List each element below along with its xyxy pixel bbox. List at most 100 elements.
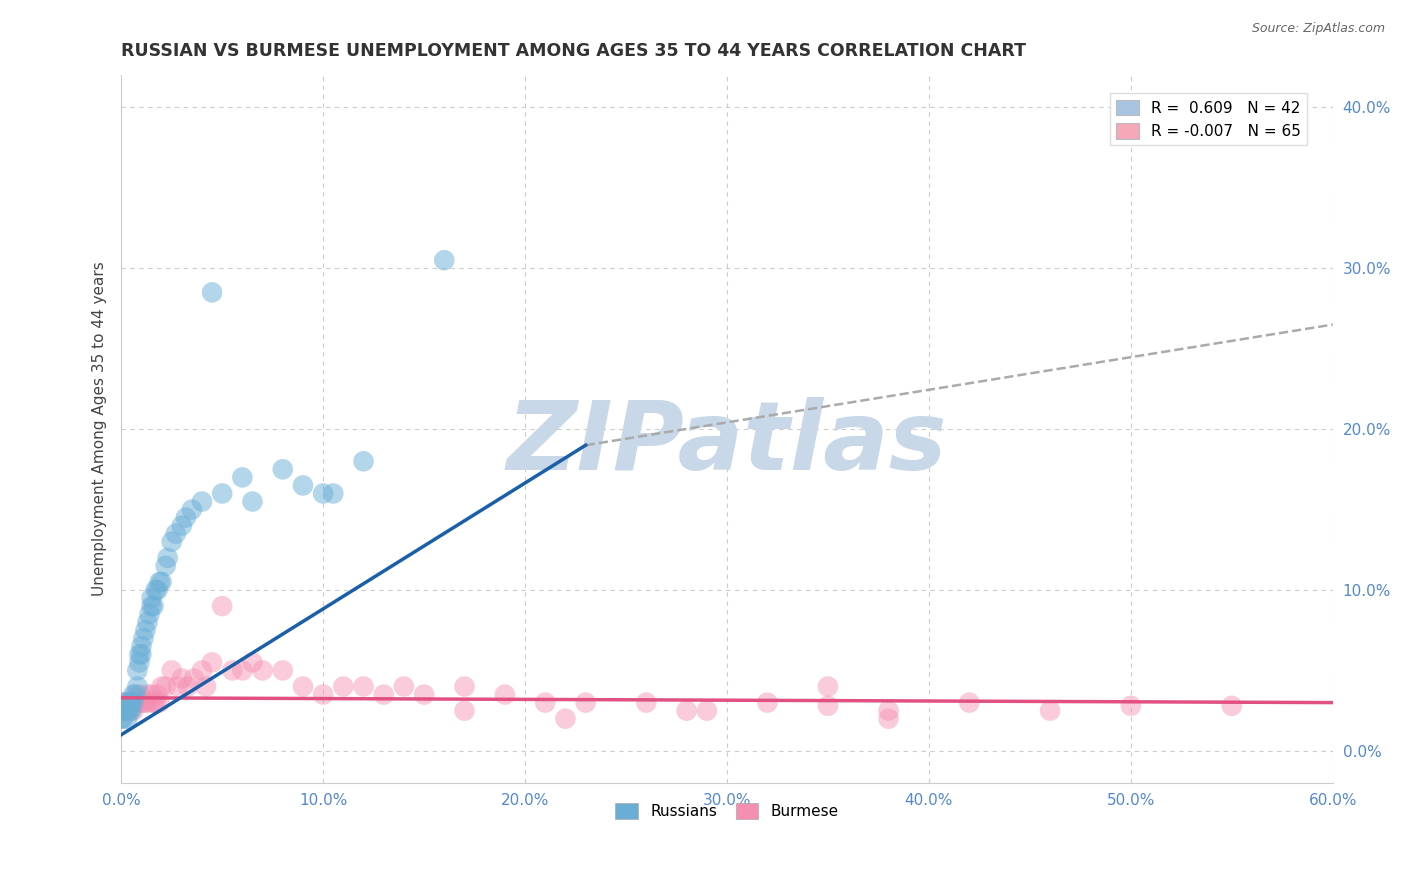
Point bbox=[756, 696, 779, 710]
Point bbox=[195, 680, 218, 694]
Point bbox=[122, 696, 145, 710]
Point bbox=[1220, 698, 1243, 713]
Point bbox=[575, 696, 598, 710]
Point bbox=[252, 664, 274, 678]
Point bbox=[132, 696, 155, 710]
Point bbox=[118, 704, 141, 718]
Point bbox=[1039, 704, 1062, 718]
Point bbox=[134, 624, 156, 638]
Point bbox=[170, 672, 193, 686]
Point bbox=[353, 454, 375, 468]
Point bbox=[636, 696, 658, 710]
Point bbox=[117, 704, 139, 718]
Point bbox=[166, 680, 188, 694]
Point bbox=[180, 502, 202, 516]
Point bbox=[332, 680, 354, 694]
Point bbox=[136, 688, 159, 702]
Point bbox=[145, 582, 167, 597]
Point bbox=[127, 664, 149, 678]
Point bbox=[134, 696, 156, 710]
Point bbox=[453, 680, 475, 694]
Point bbox=[534, 696, 557, 710]
Point bbox=[170, 518, 193, 533]
Point bbox=[117, 698, 139, 713]
Point bbox=[149, 696, 172, 710]
Point bbox=[312, 486, 335, 500]
Point bbox=[117, 712, 139, 726]
Point bbox=[114, 704, 136, 718]
Point bbox=[120, 704, 142, 718]
Point bbox=[231, 470, 253, 484]
Point bbox=[413, 688, 436, 702]
Point bbox=[149, 574, 172, 589]
Point bbox=[312, 688, 335, 702]
Point bbox=[110, 696, 132, 710]
Y-axis label: Unemployment Among Ages 35 to 44 years: Unemployment Among Ages 35 to 44 years bbox=[93, 261, 107, 597]
Point bbox=[136, 615, 159, 629]
Point bbox=[392, 680, 415, 694]
Point bbox=[118, 696, 141, 710]
Point bbox=[160, 664, 183, 678]
Point bbox=[373, 688, 395, 702]
Point bbox=[322, 486, 344, 500]
Point bbox=[877, 712, 900, 726]
Point bbox=[114, 696, 136, 710]
Point bbox=[877, 704, 900, 718]
Point bbox=[120, 696, 142, 710]
Point bbox=[271, 664, 294, 678]
Point bbox=[127, 680, 149, 694]
Text: Source: ZipAtlas.com: Source: ZipAtlas.com bbox=[1251, 22, 1385, 36]
Point bbox=[142, 599, 165, 613]
Point bbox=[141, 688, 163, 702]
Point bbox=[141, 591, 163, 605]
Point bbox=[112, 704, 135, 718]
Point bbox=[191, 494, 214, 508]
Point bbox=[494, 688, 516, 702]
Point bbox=[155, 558, 177, 573]
Text: ZIPatlas: ZIPatlas bbox=[506, 397, 948, 490]
Point bbox=[156, 550, 179, 565]
Point bbox=[221, 664, 243, 678]
Point bbox=[131, 640, 153, 654]
Point bbox=[141, 599, 163, 613]
Point bbox=[183, 672, 205, 686]
Point bbox=[817, 680, 839, 694]
Point bbox=[231, 664, 253, 678]
Point bbox=[145, 696, 167, 710]
Point bbox=[554, 712, 576, 726]
Point bbox=[118, 704, 141, 718]
Point bbox=[177, 680, 200, 694]
Point bbox=[124, 696, 146, 710]
Point bbox=[128, 656, 150, 670]
Point bbox=[124, 688, 146, 702]
Point bbox=[433, 253, 456, 268]
Point bbox=[155, 680, 177, 694]
Point bbox=[112, 712, 135, 726]
Point bbox=[165, 526, 187, 541]
Point bbox=[114, 696, 136, 710]
Point bbox=[150, 574, 173, 589]
Point bbox=[120, 696, 142, 710]
Point bbox=[696, 704, 718, 718]
Point bbox=[114, 704, 136, 718]
Point bbox=[146, 582, 169, 597]
Point bbox=[242, 494, 264, 508]
Point bbox=[131, 696, 153, 710]
Point bbox=[817, 698, 839, 713]
Point bbox=[110, 712, 132, 726]
Point bbox=[1119, 698, 1142, 713]
Point bbox=[271, 462, 294, 476]
Point bbox=[675, 704, 697, 718]
Point bbox=[117, 696, 139, 710]
Point bbox=[122, 704, 145, 718]
Text: RUSSIAN VS BURMESE UNEMPLOYMENT AMONG AGES 35 TO 44 YEARS CORRELATION CHART: RUSSIAN VS BURMESE UNEMPLOYMENT AMONG AG… bbox=[121, 42, 1026, 60]
Point bbox=[146, 688, 169, 702]
Point bbox=[128, 688, 150, 702]
Point bbox=[211, 486, 233, 500]
Point bbox=[160, 534, 183, 549]
Point bbox=[957, 696, 980, 710]
Point bbox=[353, 680, 375, 694]
Point bbox=[201, 285, 224, 300]
Point bbox=[453, 704, 475, 718]
Point bbox=[132, 632, 155, 646]
